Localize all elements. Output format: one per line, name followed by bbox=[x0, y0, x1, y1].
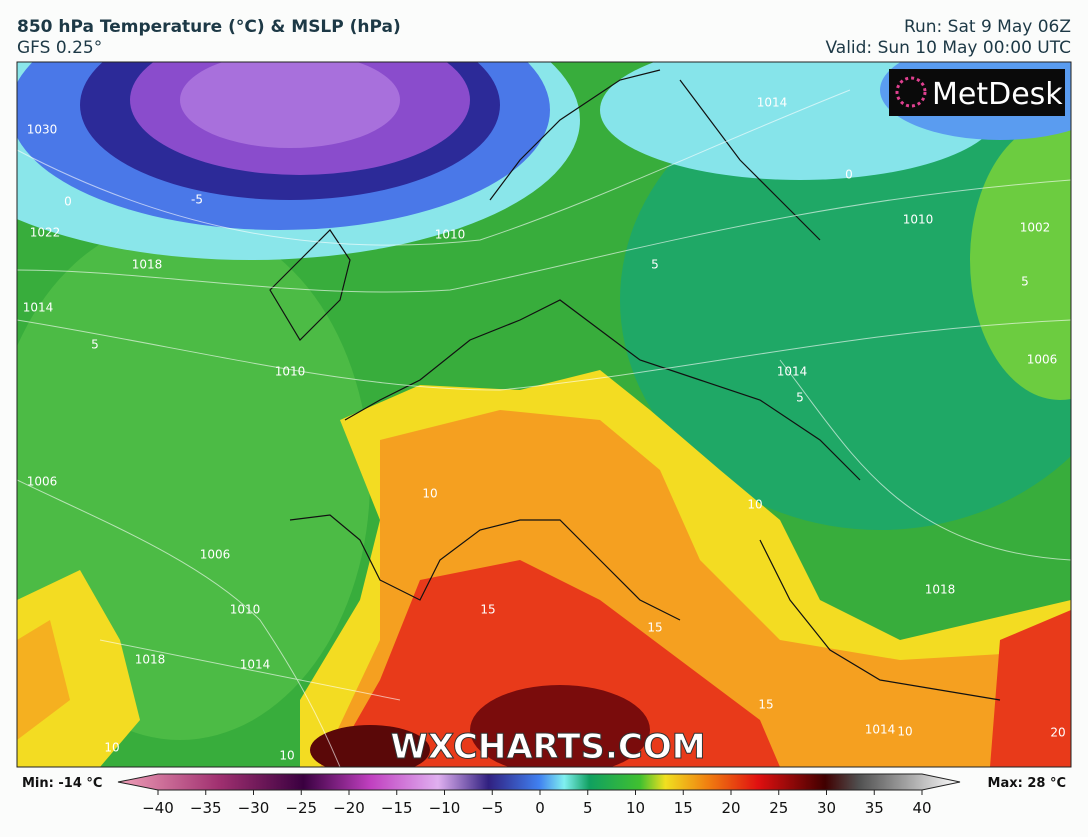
contour-label: 15 bbox=[758, 698, 773, 712]
logo: MetDesk bbox=[932, 77, 1063, 112]
contour-label: 10 bbox=[747, 498, 762, 512]
contour-label: 1006 bbox=[27, 475, 58, 489]
max-label: Max: 28 °C bbox=[988, 776, 1066, 791]
contour-label: 1022 bbox=[30, 226, 61, 240]
logo-box bbox=[889, 69, 1065, 116]
contour-label: 1018 bbox=[132, 258, 163, 272]
contour-label: 1014 bbox=[240, 658, 271, 672]
contour-label: 5 bbox=[651, 258, 659, 272]
contour-label: 1010 bbox=[230, 603, 261, 617]
tick-label: 10 bbox=[626, 799, 645, 817]
contour-label: 10 bbox=[422, 487, 437, 501]
tick-label: −20 bbox=[333, 799, 365, 817]
contour-label: 1010 bbox=[903, 213, 934, 227]
contour-label: 0 bbox=[64, 195, 72, 209]
contour-label: 5 bbox=[1021, 275, 1029, 289]
tick-label: −40 bbox=[142, 799, 174, 817]
contour-label: 1002 bbox=[1020, 221, 1051, 235]
tick-label: 20 bbox=[721, 799, 740, 817]
contour-label: 0 bbox=[845, 168, 853, 182]
contour-label: 1030 bbox=[27, 123, 58, 137]
map bbox=[17, 62, 1071, 767]
valid: Valid: Sun 10 May 00:00 UTC bbox=[825, 38, 1071, 58]
contour-label: 1014 bbox=[777, 365, 808, 379]
contour-label: 1014 bbox=[23, 301, 54, 315]
contour-label: 1014 bbox=[757, 96, 788, 110]
contour-label: 10 bbox=[897, 725, 912, 739]
contour-label: 10 bbox=[104, 741, 119, 755]
tick-label: −30 bbox=[238, 799, 270, 817]
contour-label: 1010 bbox=[435, 228, 466, 242]
tick-label: −10 bbox=[429, 799, 461, 817]
contour-label: 15 bbox=[480, 603, 495, 617]
tick-label: −35 bbox=[190, 799, 222, 817]
tick-label: 25 bbox=[769, 799, 788, 817]
tick-label: 30 bbox=[817, 799, 836, 817]
contour-label: 15 bbox=[647, 621, 662, 635]
colorbar bbox=[117, 773, 961, 791]
tick-label: 5 bbox=[583, 799, 593, 817]
contour-label: -5 bbox=[191, 193, 203, 207]
contour-label: 1006 bbox=[200, 548, 231, 562]
contour-label: 10 bbox=[279, 749, 294, 763]
colorbar-ticks: −40 −35 −30 −25 −20 −15 −10 −5 0 5 10 15 20 25 30 35 40 bbox=[142, 790, 932, 817]
contour-label: 5 bbox=[796, 391, 804, 405]
contour-label: 1010 bbox=[275, 365, 306, 379]
contour-label: 1006 bbox=[1027, 353, 1058, 367]
run: Run: Sat 9 May 06Z bbox=[904, 17, 1071, 37]
tick-label: −25 bbox=[285, 799, 317, 817]
tick-label: −5 bbox=[481, 799, 503, 817]
min-label: Min: -14 °C bbox=[22, 776, 102, 791]
model: GFS 0.25° bbox=[17, 38, 102, 58]
watermark: WXCHARTS.COM bbox=[390, 727, 705, 767]
tick-label: 0 bbox=[535, 799, 545, 817]
tick-label: −15 bbox=[381, 799, 413, 817]
contour-label: 5 bbox=[91, 338, 99, 352]
tick-label: 35 bbox=[865, 799, 884, 817]
contour-label: 1018 bbox=[135, 653, 166, 667]
contour-label: 1018 bbox=[925, 583, 956, 597]
contour-label: 20 bbox=[1050, 726, 1065, 740]
contour-label: 1014 bbox=[865, 723, 896, 737]
title: 850 hPa Temperature (°C) & MSLP (hPa) bbox=[17, 17, 401, 37]
tick-label: 15 bbox=[674, 799, 693, 817]
tick-label: 40 bbox=[912, 799, 931, 817]
